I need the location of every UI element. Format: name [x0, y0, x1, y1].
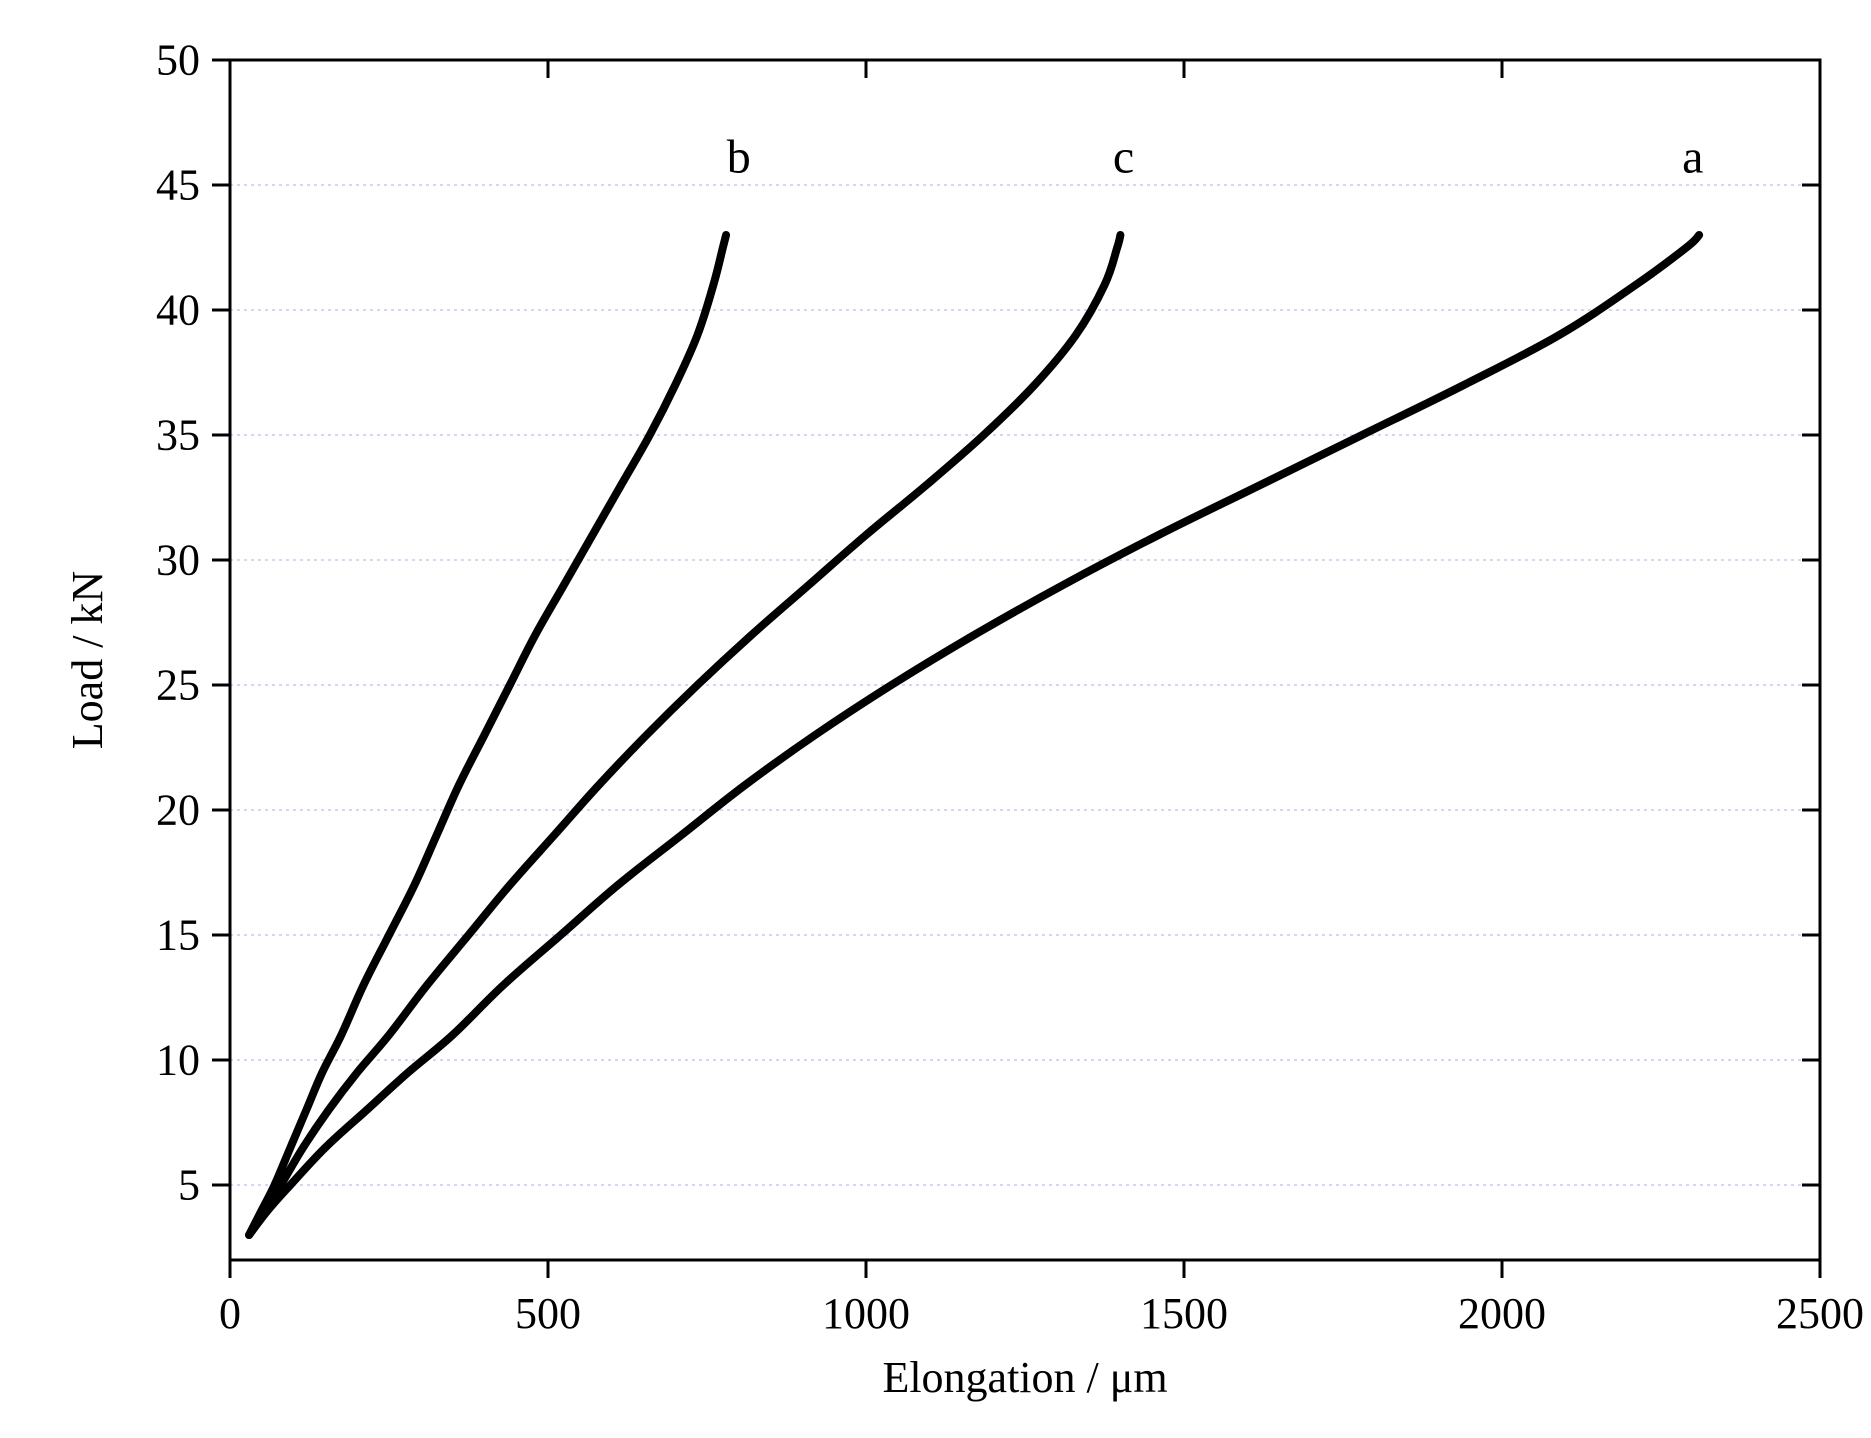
x-tick-label: 1500	[1140, 1289, 1228, 1338]
load-elongation-chart: 0 500 1000 1500 2000 2500 5 10 15 20 25 30 35 40 45 50 E…	[0, 0, 1871, 1438]
x-axis-label: Elongation / μm	[882, 1353, 1167, 1402]
x-tick-label: 2500	[1776, 1289, 1864, 1338]
series-label-b: b	[727, 131, 751, 184]
y-tick-label: 25	[156, 661, 200, 710]
x-tick-label: 1000	[822, 1289, 910, 1338]
y-tick-label: 35	[156, 411, 200, 460]
x-tick-label: 500	[515, 1289, 581, 1338]
y-tick-label: 10	[156, 1036, 200, 1085]
y-tick-label: 40	[156, 286, 200, 335]
chart-container: 0 500 1000 1500 2000 2500 5 10 15 20 25 30 35 40 45 50 E…	[0, 0, 1871, 1438]
series-label-c: c	[1113, 131, 1134, 184]
y-tick-label: 50	[156, 36, 200, 85]
y-axis-label: Load / kN	[63, 571, 112, 749]
y-tick-label: 45	[156, 161, 200, 210]
series-label-a: a	[1682, 131, 1703, 184]
x-tick-label: 0	[219, 1289, 241, 1338]
x-tick-label: 2000	[1458, 1289, 1546, 1338]
y-tick-label: 30	[156, 536, 200, 585]
y-tick-label: 15	[156, 911, 200, 960]
y-tick-label: 5	[178, 1161, 200, 1210]
y-tick-label: 20	[156, 786, 200, 835]
